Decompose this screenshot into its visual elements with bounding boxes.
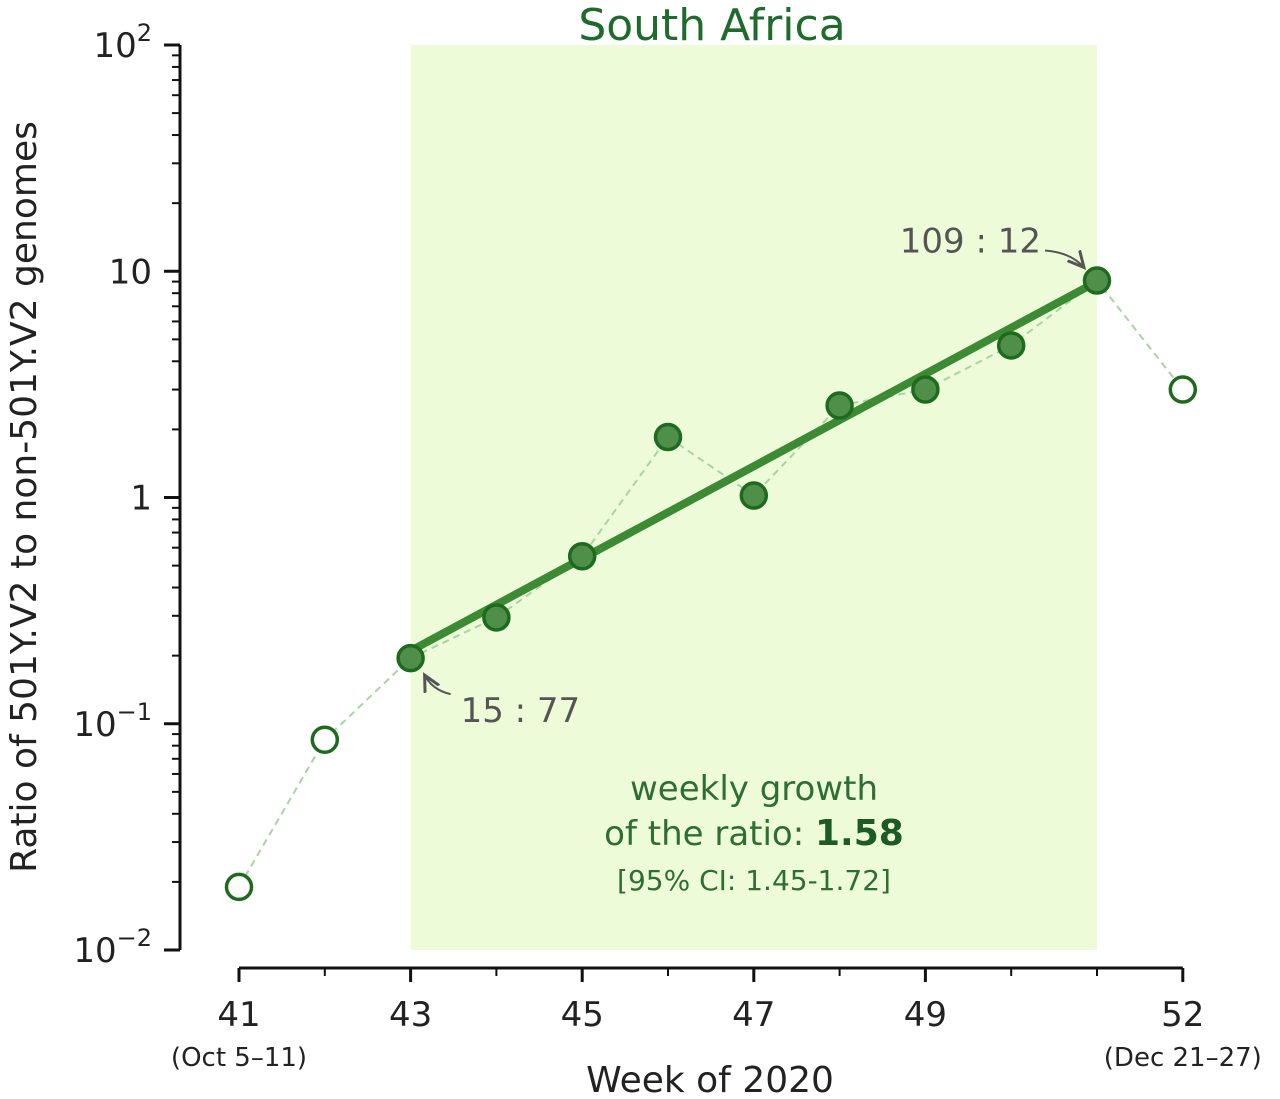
x-axis: 41 (Oct 5–11) 43 45 47 49 52 (Dec 21–27) [171, 966, 1262, 1073]
annotation-label: 15 : 77 [461, 691, 581, 731]
x-tick-sublabel: (Dec 21–27) [1104, 1043, 1262, 1073]
growth-prefix: of the ratio: [604, 814, 815, 854]
connecting-dashed-line [238, 279, 1184, 888]
growth-note: weekly growth of the ratio: 1.58 [95% CI… [604, 769, 904, 897]
growth-line-1: weekly growth [630, 769, 878, 809]
y-tick-label: 102 [93, 19, 152, 66]
y-axis-label: Ratio of 501Y.V2 to non-501Y.V2 genomes [4, 121, 45, 873]
x-tick-label: 49 [904, 995, 947, 1035]
growth-value: 1.58 [815, 813, 904, 854]
x-tick-label: 52 [1161, 995, 1204, 1035]
growth-line-2: of the ratio: 1.58 [604, 813, 904, 854]
data-point-open [310, 725, 340, 754]
chart-title: South Africa [578, 0, 845, 51]
data-point-filled [653, 422, 683, 452]
x-tick-label: 45 [561, 995, 604, 1035]
fit-line-segment [406, 277, 1101, 655]
y-tick-label: 10−1 [73, 698, 152, 745]
annotation-label: 109 : 12 [900, 222, 1041, 262]
annotation-arrow [1044, 249, 1084, 268]
data-points [224, 266, 1198, 902]
dashed-series-line [238, 279, 1184, 888]
data-point-filled [482, 603, 511, 632]
annotations: 15 : 77 109 : 12 [425, 222, 1084, 731]
data-point-open [1168, 375, 1198, 404]
data-point-filled [567, 541, 597, 571]
data-point-filled [1082, 266, 1112, 295]
x-axis-label: Week of 2020 [586, 1060, 834, 1099]
data-point-filled [396, 643, 425, 673]
y-tick-label: 1 [130, 479, 152, 519]
data-point-open [224, 872, 254, 902]
x-tick-label: 43 [389, 995, 432, 1035]
annotation-arrow [425, 675, 451, 696]
data-point-filled [825, 391, 854, 420]
fit-line [406, 277, 1101, 655]
x-tick-label: 41 [217, 995, 260, 1035]
data-point-filled [996, 331, 1026, 360]
y-tick-label: 10 [109, 252, 152, 292]
y-tick-label: 10−2 [73, 924, 152, 971]
x-tick-label: 47 [732, 995, 775, 1035]
x-tick-sublabel: (Oct 5–11) [171, 1043, 307, 1073]
growth-ci: [95% CI: 1.45-1.72] [617, 864, 891, 897]
data-point-filled [739, 481, 769, 510]
y-axis: 10−2 10−1 1 10 102 [73, 19, 182, 971]
data-point-filled [911, 375, 940, 404]
